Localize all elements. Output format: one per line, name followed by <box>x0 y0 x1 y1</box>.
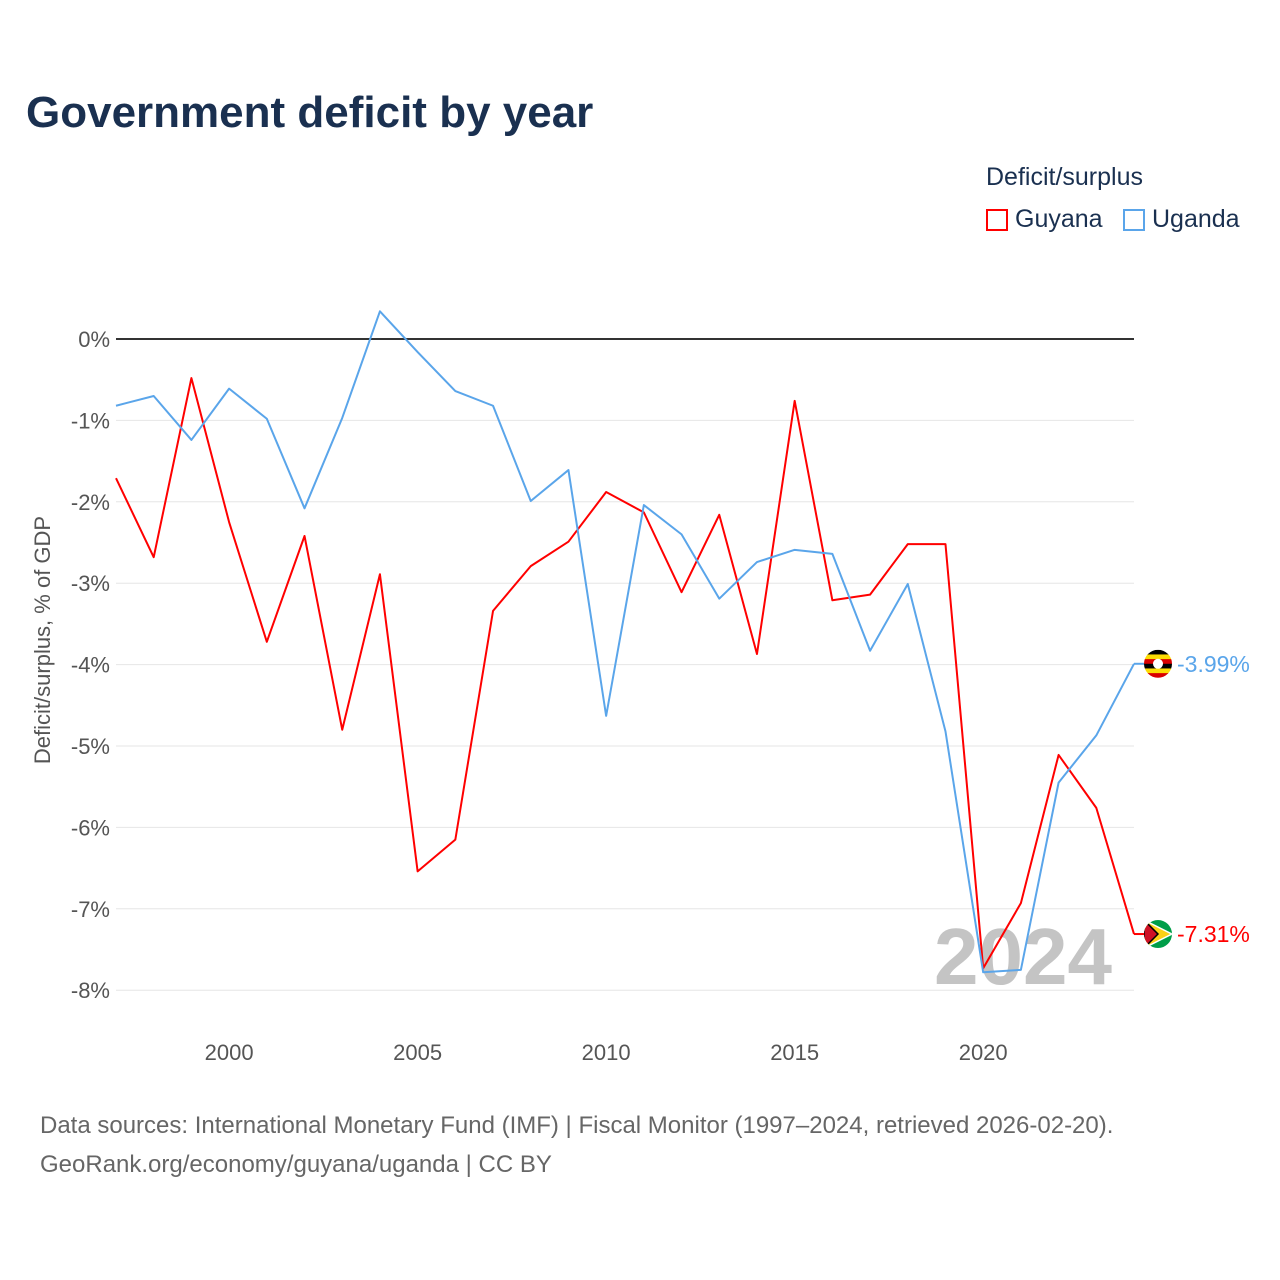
legend-item-uganda[interactable]: Uganda <box>1123 205 1240 234</box>
y-tick-label: -7% <box>71 897 110 922</box>
y-tick-label: -4% <box>71 653 110 678</box>
y-tick-label: -1% <box>71 408 110 433</box>
end-value-label-guyana: -7.31% <box>1177 921 1250 947</box>
attribution-link[interactable]: GeoRank.org/economy/guyana/uganda | CC B… <box>40 1151 552 1178</box>
y-tick-label: -8% <box>71 978 110 1003</box>
legend-label: Uganda <box>1152 205 1240 233</box>
y-tick-label: -6% <box>71 815 110 840</box>
uganda-flag-emblem <box>1153 658 1163 669</box>
legend-swatch-guyana <box>986 208 1008 231</box>
legend-item-guyana[interactable]: Guyana <box>986 205 1103 234</box>
series-line-guyana <box>115 377 1135 970</box>
legend-title: Deficit/surplus <box>986 163 1143 191</box>
uganda-flag-stripe <box>1144 649 1172 655</box>
x-tick-label: 2020 <box>959 1040 1008 1065</box>
x-tick-label: 2000 <box>205 1040 254 1065</box>
series-line-uganda <box>115 310 1135 974</box>
x-tick-label: 2005 <box>393 1040 442 1065</box>
x-tick-label: 2015 <box>770 1040 819 1065</box>
legend-label: Guyana <box>1015 205 1103 233</box>
uganda-flag-stripe <box>1144 668 1172 674</box>
guyana-flag-triangle <box>1144 920 1160 949</box>
y-tick-label: 0% <box>78 327 110 352</box>
y-tick-label: -5% <box>71 734 110 759</box>
uganda-flag-stripe <box>1144 673 1172 678</box>
uganda-flag-stripe <box>1144 654 1172 660</box>
x-tick-label: 2010 <box>582 1040 631 1065</box>
y-tick-label: -3% <box>71 571 110 596</box>
footer: Data sources: International Monetary Fun… <box>40 1106 1113 1184</box>
legend-swatch-uganda <box>1123 208 1145 231</box>
y-tick-label: -2% <box>71 490 110 515</box>
chart-title: Government deficit by year <box>26 88 594 137</box>
data-source-text: Data sources: International Monetary Fun… <box>40 1112 1114 1139</box>
end-value-label-uganda: -3.99% <box>1177 651 1250 677</box>
y-axis-label: Deficit/surplus, % of GDP <box>30 516 55 764</box>
